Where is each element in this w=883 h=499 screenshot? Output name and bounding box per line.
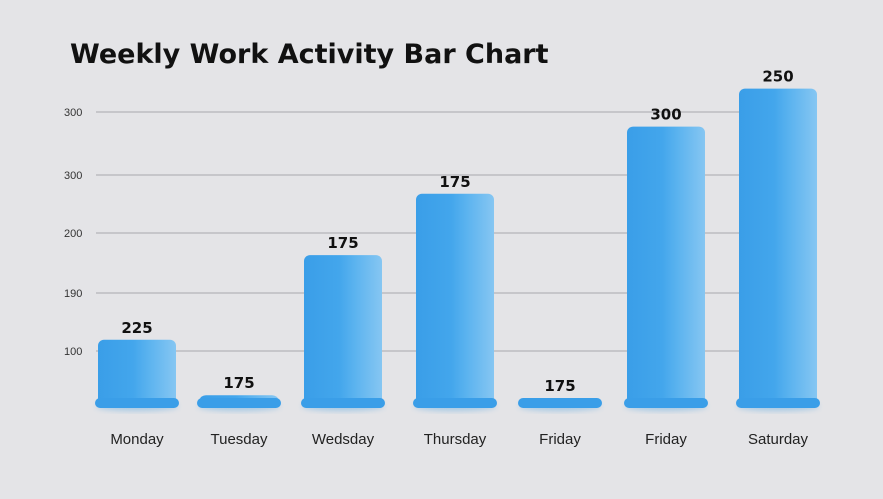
chart-title: Weekly Work Activity Bar Chart [70, 39, 549, 70]
data-label: 225 [121, 319, 152, 337]
x-tick-label: Thursday [424, 431, 487, 448]
bar-base [518, 398, 602, 408]
y-tick-label: 190 [64, 288, 82, 300]
x-tick-label: Saturday [748, 431, 809, 448]
data-label: 300 [650, 106, 681, 124]
y-tick-label: 100 [64, 346, 82, 358]
x-axis-ticks: Monday Tuesday Wedsday Thursday Friday Friday… [110, 431, 808, 448]
bar [416, 193, 494, 404]
data-label: 175 [439, 173, 470, 191]
data-label: 175 [327, 234, 358, 252]
y-tick-label: 300 [64, 107, 82, 119]
bar-base [624, 398, 708, 408]
bar-base [736, 398, 820, 408]
bar [627, 126, 705, 404]
y-tick-label: 200 [64, 228, 82, 240]
bar-base [95, 398, 179, 408]
bar [739, 88, 817, 404]
data-label: 175 [223, 374, 254, 392]
y-tick-label: 300 [64, 170, 82, 182]
bar [304, 255, 382, 404]
x-tick-label: Wedsday [312, 431, 375, 448]
data-label: 175 [544, 377, 575, 395]
x-tick-label: Monday [110, 431, 164, 448]
bars: 225 175 175 175 175 300 250 [95, 68, 820, 411]
x-tick-label: Tuesday [211, 431, 268, 448]
bar-base [301, 398, 385, 408]
bar-base [413, 398, 497, 408]
y-axis-ticks: 300 300 200 190 100 [64, 107, 82, 358]
bar-base [197, 398, 281, 408]
data-label: 250 [762, 68, 793, 86]
bar [98, 339, 176, 404]
x-tick-label: Friday [645, 431, 687, 448]
x-tick-label: Friday [539, 431, 581, 448]
